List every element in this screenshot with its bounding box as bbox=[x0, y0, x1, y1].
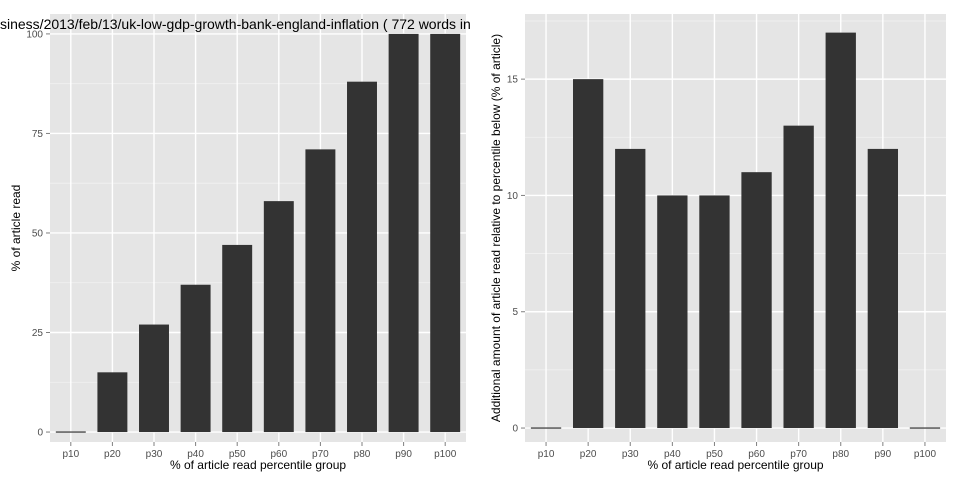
y-tick-label: 15 bbox=[507, 75, 519, 86]
bar-p80 bbox=[347, 81, 377, 433]
x-tick-label: p50 bbox=[229, 449, 246, 460]
bar-p90 bbox=[867, 148, 899, 429]
y-axis-title: Additional amount of article read relati… bbox=[489, 34, 503, 422]
bar-p10 bbox=[530, 427, 562, 429]
x-axis-title: % of article read percentile group bbox=[170, 458, 346, 472]
x-tick-label: p70 bbox=[312, 449, 329, 460]
chart-panel-left: 0 25 50 75 100 p10 p20 p30 p40 p50 p60 p70 p80 p90 p10… bbox=[0, 14, 471, 472]
y-tick-label: 100 bbox=[26, 29, 43, 40]
y-tick-label: 50 bbox=[32, 228, 44, 239]
y-tick-label: 25 bbox=[32, 328, 44, 339]
x-tick-label: p80 bbox=[354, 449, 371, 460]
bar-p70 bbox=[305, 149, 336, 433]
x-tick-label: p60 bbox=[270, 449, 287, 460]
bar-p20 bbox=[572, 79, 604, 429]
y-tick-label: 5 bbox=[512, 307, 518, 318]
x-tick-label: p20 bbox=[104, 449, 121, 460]
x-tick-label: p80 bbox=[832, 449, 849, 460]
x-axis-title: % of article read percentile group bbox=[647, 458, 823, 472]
chart-title: siness/2013/feb/13/uk-low-gdp-growth-ban… bbox=[0, 16, 471, 32]
bar-p100 bbox=[430, 33, 461, 433]
x-tick-label: p10 bbox=[538, 449, 555, 460]
x-tick-label: p90 bbox=[395, 449, 412, 460]
bar-p40 bbox=[657, 195, 688, 429]
x-tick-label: p70 bbox=[790, 449, 807, 460]
y-tick-label: 0 bbox=[512, 424, 518, 435]
bar-p80 bbox=[825, 32, 856, 429]
chart-panel-right: 0 5 10 15 p10 p20 p30 p40 p50 p60 p70 p80 p90 p100 % o… bbox=[489, 14, 946, 472]
y-tick-label: 10 bbox=[507, 191, 519, 202]
bar-p50 bbox=[699, 195, 730, 429]
x-tick-label: p40 bbox=[664, 449, 681, 460]
x-tick-label: p40 bbox=[187, 449, 204, 460]
x-tick-label: p30 bbox=[622, 449, 639, 460]
bar-p30 bbox=[615, 148, 646, 429]
bar-p70 bbox=[783, 125, 814, 429]
y-axis-title: % of article read bbox=[9, 185, 23, 272]
bar-p40 bbox=[180, 284, 211, 433]
bar-p100 bbox=[909, 427, 941, 429]
x-tick-label: p90 bbox=[875, 449, 892, 460]
y-tick-label: 0 bbox=[37, 428, 43, 439]
bar-p90 bbox=[388, 33, 419, 433]
x-tick-label: p60 bbox=[748, 449, 765, 460]
bar-p60 bbox=[263, 201, 294, 433]
bar-p10 bbox=[55, 431, 86, 433]
x-tick-label: p10 bbox=[62, 449, 79, 460]
x-tick-label: p20 bbox=[580, 449, 597, 460]
bar-p20 bbox=[97, 372, 128, 433]
x-tick-label: p100 bbox=[914, 449, 937, 460]
x-tick-label: p50 bbox=[706, 449, 723, 460]
y-tick-label: 75 bbox=[32, 129, 44, 140]
x-tick-label: p30 bbox=[146, 449, 163, 460]
bar-p50 bbox=[222, 244, 253, 433]
bar-p60 bbox=[741, 172, 772, 429]
bar-p30 bbox=[139, 324, 169, 433]
x-tick-label: p100 bbox=[434, 449, 457, 460]
